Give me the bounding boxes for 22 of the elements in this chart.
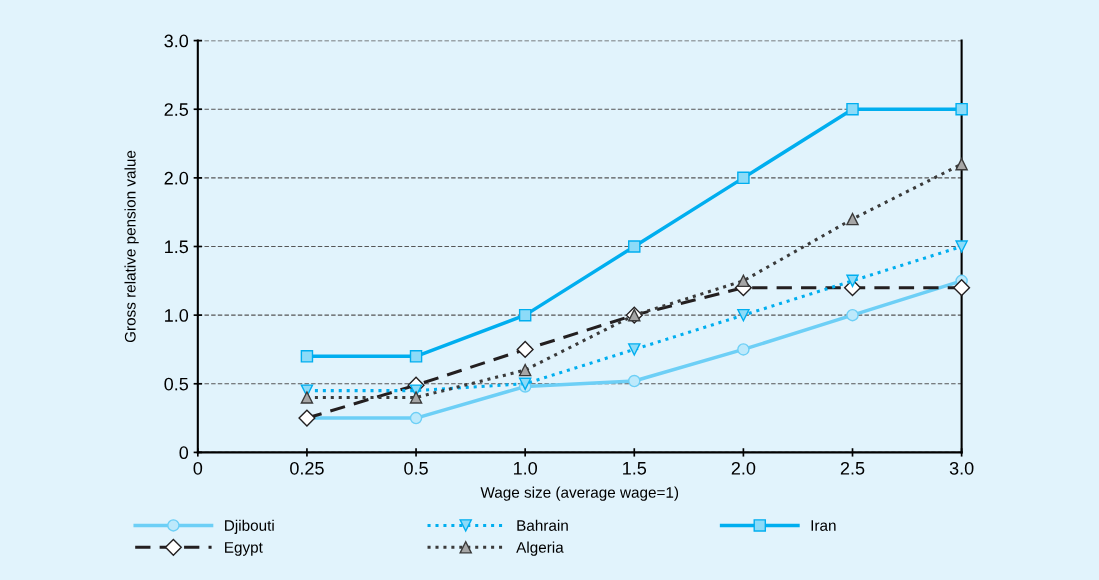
y-tick-label: 1.0 [165, 309, 189, 322]
legend-label: Egypt [225, 542, 263, 556]
x-tick-label: 0.25 [290, 461, 324, 475]
x-tick-label: 0.5 [404, 461, 428, 475]
x-axis-title: Wage size (average wage=1) [480, 486, 679, 501]
legend-label: Djibouti [225, 519, 274, 534]
y-tick-label: 1.5 [165, 240, 189, 254]
legend-label: Iran [811, 520, 836, 531]
x-tick-label: 2.5 [840, 461, 865, 475]
x-tick-label: 1.5 [623, 462, 647, 475]
x-tick-label: 0 [193, 461, 203, 475]
y-tick-label: 0.5 [164, 377, 189, 391]
x-tick-label: 1.0 [513, 461, 538, 475]
y-tick-label: 2.0 [164, 171, 189, 185]
y-tick-label: 0 [179, 446, 189, 460]
x-tick-label: 3.0 [949, 461, 974, 475]
x-tick-label: 2.0 [731, 461, 756, 475]
y-tick-label: 2.5 [164, 103, 189, 116]
y-axis-title: Gross relative pension value [124, 150, 139, 343]
legend-label: Algeria [516, 541, 564, 556]
y-tick-label: 3.0 [164, 34, 189, 48]
legend-label: Bahrain [517, 519, 568, 531]
